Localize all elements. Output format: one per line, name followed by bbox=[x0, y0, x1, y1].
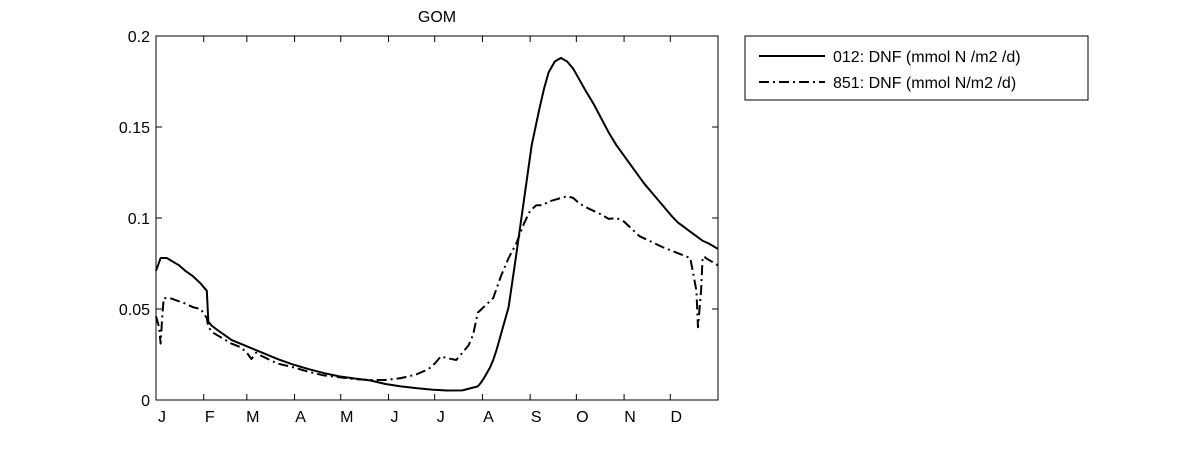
x-tick-label: A bbox=[483, 409, 494, 426]
series-layer bbox=[155, 56, 719, 392]
legend-label-012: 012: DNF (mmol N /m2 /d) bbox=[833, 49, 1021, 66]
y-tick-label: 0 bbox=[141, 393, 150, 410]
x-tick-label: J bbox=[437, 409, 445, 426]
series-line-1 bbox=[155, 195, 719, 381]
x-tick-label: S bbox=[531, 409, 542, 426]
x-tick-label: N bbox=[624, 409, 636, 426]
series-line-0 bbox=[155, 56, 719, 392]
x-tick-label: A bbox=[295, 409, 306, 426]
legend-label-851: 851: DNF (mmol N/m2 /d) bbox=[833, 75, 1016, 92]
y-tick-label: 0.2 bbox=[128, 29, 150, 46]
legend: 012: DNF (mmol N /m2 /d) 851: DNF (mmol … bbox=[744, 35, 1089, 101]
legend-box bbox=[744, 35, 1089, 101]
x-tick-label: M bbox=[340, 409, 353, 426]
x-tick-label: D bbox=[670, 409, 682, 426]
x-tick-label: F bbox=[205, 409, 215, 426]
x-tick-label: M bbox=[246, 409, 259, 426]
chart-title: GOM bbox=[418, 9, 456, 26]
plot-area bbox=[156, 36, 718, 400]
y-tick-label: 0.05 bbox=[119, 302, 150, 319]
y-tick-label: 0.1 bbox=[128, 211, 150, 228]
axes-layer: 0 0.05 0.1 0.15 0.2 J F M A M J J A S O N D bbox=[119, 29, 719, 426]
x-tick-label: O bbox=[576, 409, 588, 426]
x-tick-label: J bbox=[158, 409, 166, 426]
x-tick-label: J bbox=[390, 409, 398, 426]
y-tick-label: 0.15 bbox=[119, 120, 150, 137]
